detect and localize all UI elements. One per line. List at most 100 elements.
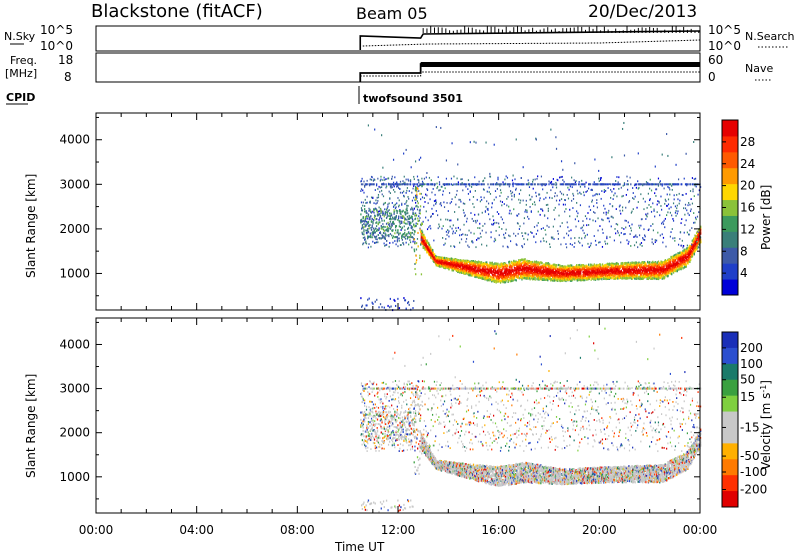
- echo-point: [555, 264, 558, 267]
- echo-point: [524, 259, 526, 263]
- echo-point: [610, 264, 612, 267]
- echo-point: [529, 278, 531, 281]
- echo-point: [577, 264, 580, 267]
- echo-point: [557, 179, 559, 182]
- echo-point: [555, 186, 558, 189]
- echo-point: [447, 260, 449, 263]
- echo-point: [442, 263, 444, 266]
- echo-point: [614, 228, 616, 230]
- echo-point: [378, 218, 380, 221]
- echo-point: [408, 243, 410, 246]
- echo-point: [523, 243, 526, 246]
- echo-point: [516, 244, 518, 247]
- echo-point: [489, 275, 491, 278]
- echo-point: [486, 200, 488, 203]
- echo-point: [560, 279, 563, 282]
- echo-point: [638, 234, 641, 237]
- echo-point: [361, 231, 363, 234]
- echo-point: [386, 215, 388, 218]
- echo-point: [403, 225, 405, 228]
- echo-point: [448, 192, 451, 194]
- echo-point: [615, 269, 617, 273]
- echo-point: [542, 183, 545, 186]
- echo-point: [396, 185, 398, 188]
- echo-point: [630, 245, 632, 247]
- echo-point: [413, 238, 415, 241]
- echo-point: [426, 228, 429, 231]
- echo-point: [504, 178, 506, 181]
- echo-point: [628, 201, 630, 204]
- echo-point: [481, 183, 483, 186]
- echo-point: [420, 242, 422, 245]
- echo-point: [443, 206, 446, 209]
- echo-point: [408, 221, 410, 223]
- echo-point: [592, 194, 594, 197]
- echo-point: [590, 265, 592, 269]
- echo-point: [377, 199, 379, 202]
- echo-point: [514, 178, 516, 181]
- echo-point: [404, 211, 407, 214]
- echo-point: [405, 178, 407, 181]
- echo-point: [512, 269, 514, 272]
- echo-point: [614, 192, 616, 195]
- echo-point: [637, 274, 639, 277]
- echo-point: [545, 204, 548, 206]
- echo-point: [407, 220, 409, 223]
- echo-point: [462, 183, 464, 186]
- echo-point: [410, 166, 412, 169]
- echo-point: [533, 273, 535, 277]
- echo-point: [512, 261, 514, 264]
- echo-point: [408, 179, 410, 182]
- echo-point: [399, 226, 402, 228]
- echo-point: [425, 216, 427, 219]
- echo-point: [498, 222, 500, 225]
- echo-point: [532, 265, 534, 268]
- echo-point: [534, 183, 536, 186]
- echo-point: [403, 152, 405, 155]
- echo-point: [515, 138, 517, 141]
- echo-point: [635, 269, 637, 273]
- echo-point: [455, 203, 457, 206]
- echo-point: [498, 183, 500, 186]
- echo-point: [511, 268, 513, 271]
- echo-point: [463, 223, 465, 226]
- echo-point: [464, 202, 466, 205]
- echo-point: [559, 199, 561, 202]
- echo-point: [445, 230, 448, 233]
- echo-point: [523, 269, 526, 272]
- echo-point: [423, 205, 425, 208]
- echo-point: [450, 177, 453, 180]
- echo-point: [520, 189, 522, 192]
- echo-point: [478, 180, 480, 183]
- echo-point: [546, 191, 548, 194]
- echo-point: [515, 260, 517, 263]
- echo-point: [396, 210, 398, 212]
- echo-point: [473, 206, 475, 209]
- echo-point: [469, 141, 471, 144]
- echo-point: [619, 204, 621, 207]
- echo-point: [549, 264, 551, 267]
- echo-point: [372, 179, 375, 182]
- echo-point: [522, 166, 524, 169]
- echo-point: [604, 276, 606, 279]
- echo-point: [608, 220, 610, 223]
- echo-point: [494, 237, 496, 240]
- echo-point: [448, 235, 450, 238]
- echo-point: [568, 188, 570, 191]
- echo-point: [606, 265, 608, 269]
- echo-point: [605, 272, 607, 275]
- echo-point: [637, 180, 639, 183]
- echo-point: [637, 201, 639, 203]
- echo-point: [495, 229, 497, 232]
- echo-point: [557, 230, 559, 233]
- echo-point: [412, 209, 414, 212]
- echo-point: [525, 183, 528, 186]
- echo-point: [385, 244, 387, 246]
- echo-point: [416, 195, 418, 197]
- echo-point: [559, 279, 561, 283]
- echo-point: [600, 176, 602, 179]
- echo-point: [613, 239, 616, 242]
- echo-point: [586, 265, 588, 269]
- echo-point: [433, 253, 436, 256]
- nsearch-tick-top: 10^5: [708, 23, 741, 37]
